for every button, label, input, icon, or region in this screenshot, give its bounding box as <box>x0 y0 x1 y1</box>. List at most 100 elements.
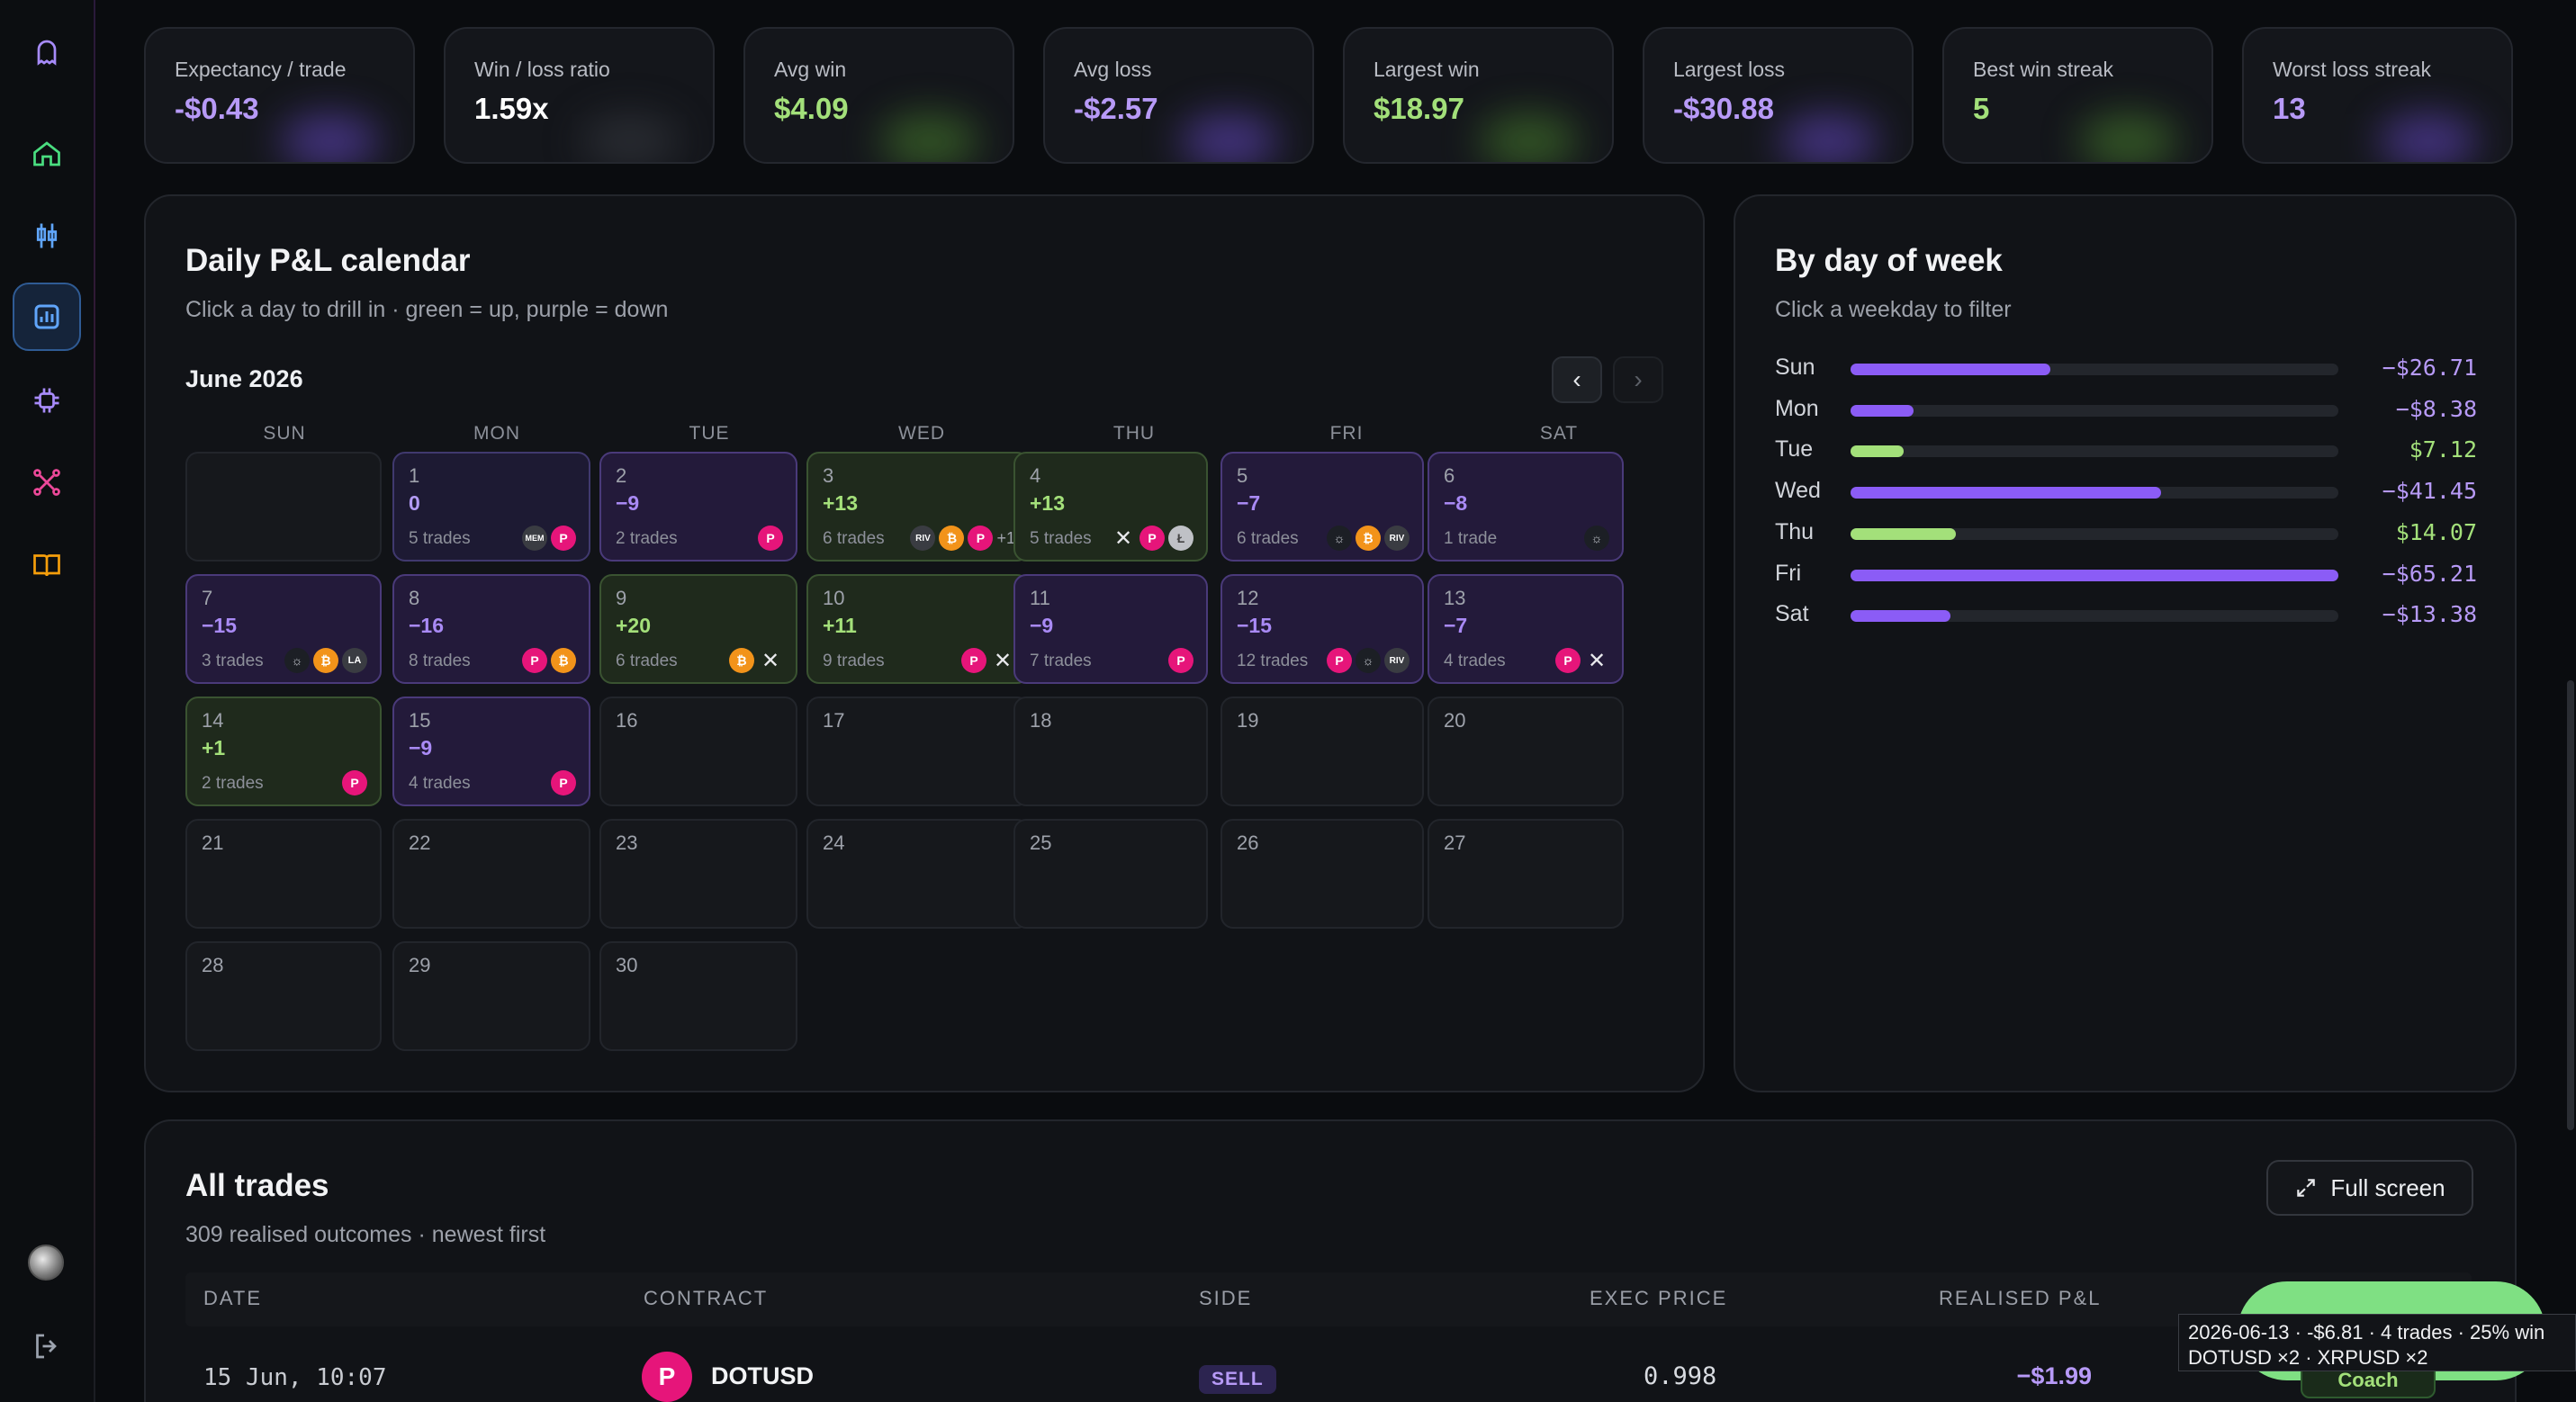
home-icon[interactable] <box>13 120 81 188</box>
calendar-day-19[interactable]: 19 <box>1220 697 1424 806</box>
col-contract[interactable]: CONTRACT <box>644 1287 769 1309</box>
day-number: 1 <box>409 464 420 487</box>
network-icon[interactable] <box>13 448 81 517</box>
day-coins: P ₿ <box>522 648 576 673</box>
calendar-day-28[interactable]: 28 <box>185 941 382 1051</box>
day-pl: −9 <box>409 736 433 759</box>
dot-coin-icon: P <box>642 1352 692 1402</box>
day-coins: P <box>551 770 576 795</box>
calendar-day-18[interactable]: 18 <box>1013 697 1208 806</box>
stat-label: Expectancy / trade <box>175 58 347 81</box>
stat-glow <box>581 114 680 162</box>
calendar-day-27[interactable]: 27 <box>1428 819 1624 929</box>
day-number: 8 <box>409 587 420 609</box>
prev-month-button[interactable]: ‹ <box>1552 356 1602 403</box>
day-number: 30 <box>616 954 638 976</box>
day-pl: −8 <box>1444 491 1468 515</box>
calendar-day-6[interactable]: 6 −8 1 trade ☼ <box>1428 452 1624 562</box>
stat-value: $18.97 <box>1374 92 1464 125</box>
stat-card: Avg loss -$2.57 <box>1043 27 1314 164</box>
dow-name: Sat <box>1775 601 1809 627</box>
day-coins: ✕ P Ł <box>1111 526 1193 551</box>
dow-row-mon[interactable]: Mon −$8.38 <box>1775 396 2477 423</box>
calendar-day-30[interactable]: 30 <box>599 941 797 1051</box>
dow-bar <box>1851 445 1905 458</box>
calendar-day-7[interactable]: 7 −15 3 trades ☼ ₿ LA <box>185 574 382 684</box>
col-date[interactable]: DATE <box>203 1287 263 1309</box>
day-of-week-title: By day of week <box>1775 243 2003 278</box>
dot-coin-icon: P <box>758 526 783 551</box>
analytics-icon[interactable] <box>13 283 81 351</box>
logo-ghost-icon[interactable] <box>13 18 81 86</box>
calendar-day-16[interactable]: 16 <box>599 697 797 806</box>
dow-row-wed[interactable]: Wed −$41.45 <box>1775 478 2477 505</box>
calendar-day-9[interactable]: 9 +20 6 trades ₿ ✕ <box>599 574 797 684</box>
stat-value: 13 <box>2273 92 2306 125</box>
calendar-day-17[interactable]: 17 <box>806 697 1030 806</box>
dow-bar <box>1851 569 2338 581</box>
calendar-day-1[interactable]: 1 0 5 trades MEM P <box>392 452 590 562</box>
riv-coin-icon: RIV <box>1384 648 1410 673</box>
dow-row-sun[interactable]: Sun −$26.71 <box>1775 355 2477 382</box>
calendar-day-24[interactable]: 24 <box>806 819 1030 929</box>
calendar-day-10[interactable]: 10 +11 9 trades P ✕ <box>806 574 1030 684</box>
day-number: 18 <box>1030 709 1052 732</box>
day-number: 21 <box>202 831 224 854</box>
calendar-day-12[interactable]: 12 −15 12 trades P ☼ RIV <box>1220 574 1424 684</box>
book-icon[interactable] <box>13 531 81 599</box>
weekday-label: SAT <box>1539 423 1579 444</box>
mem-coin-icon: MEM <box>522 526 547 551</box>
stat-value: 1.59x <box>474 92 549 125</box>
logout-icon[interactable] <box>13 1312 81 1380</box>
calendar-day-5[interactable]: 5 −7 6 trades ☼ ₿ RIV <box>1220 452 1424 562</box>
day-trade-count: 5 trades <box>409 529 471 548</box>
stat-label: Worst loss streak <box>2273 58 2431 81</box>
cpu-icon[interactable] <box>13 366 81 435</box>
day-coins: P <box>342 770 367 795</box>
calendar-day-15[interactable]: 15 −9 4 trades P <box>392 697 590 806</box>
calendar-day-4[interactable]: 4 +13 5 trades ✕ P Ł <box>1013 452 1208 562</box>
calendar-day-26[interactable]: 26 <box>1220 819 1424 929</box>
dot-coin-icon: P <box>968 526 994 551</box>
full-screen-button[interactable]: Full screen <box>2266 1160 2473 1216</box>
col-side[interactable]: SIDE <box>1199 1287 1253 1309</box>
dow-row-thu[interactable]: Thu $14.07 <box>1775 519 2477 546</box>
calendar-day-22[interactable]: 22 <box>392 819 590 929</box>
calendar-day-14[interactable]: 14 +1 2 trades P <box>185 697 382 806</box>
stat-label: Win / loss ratio <box>474 58 610 81</box>
dow-amount: −$65.21 <box>2382 560 2477 587</box>
dow-row-sat[interactable]: Sat −$13.38 <box>1775 601 2477 628</box>
calendar-day-11[interactable]: 11 −9 7 trades P <box>1013 574 1208 684</box>
col-realised-pl[interactable]: REALISED P&L <box>1939 1287 2102 1309</box>
day-trade-count: 12 trades <box>1237 652 1309 670</box>
stat-value: 5 <box>1973 92 1990 125</box>
day-coins: P <box>758 526 783 551</box>
day-number: 11 <box>1030 587 1050 609</box>
col-exec-price[interactable]: EXEC PRICE <box>1590 1287 1728 1309</box>
day-trade-count: 4 trades <box>409 774 471 793</box>
calendar-day-23[interactable]: 23 <box>599 819 797 929</box>
next-month-button[interactable]: › <box>1613 356 1663 403</box>
stat-label: Avg loss <box>1074 58 1152 81</box>
dow-row-fri[interactable]: Fri −$65.21 <box>1775 561 2477 588</box>
stat-glow <box>1180 114 1279 162</box>
calendar-day-25[interactable]: 25 <box>1013 819 1208 929</box>
calendar-day-2[interactable]: 2 −9 2 trades P <box>599 452 797 562</box>
scrollbar[interactable] <box>2567 680 2574 1130</box>
calendar-day-21[interactable]: 21 <box>185 819 382 929</box>
dow-row-tue[interactable]: Tue $7.12 <box>1775 436 2477 463</box>
trade-pl: −$1.99 <box>2016 1362 2092 1389</box>
calendar-day-20[interactable]: 20 <box>1428 697 1624 806</box>
calendar-day-3[interactable]: 3 +13 6 trades RIV ₿ P +1 <box>806 452 1030 562</box>
candlestick-icon[interactable] <box>13 202 81 270</box>
day-number: 7 <box>202 587 213 609</box>
day-coins: P ✕ <box>1555 648 1609 673</box>
day-coins: P <box>1168 648 1193 673</box>
calendar-day-29[interactable]: 29 <box>392 941 590 1051</box>
avatar[interactable] <box>28 1245 64 1281</box>
dow-bar-track <box>1851 487 2338 499</box>
calendar-day-8[interactable]: 8 −16 8 trades P ₿ <box>392 574 590 684</box>
day-trade-count: 1 trade <box>1444 529 1498 548</box>
calendar-title: Daily P&L calendar <box>185 243 471 278</box>
calendar-day-13[interactable]: 13 −7 4 trades P ✕ <box>1428 574 1624 684</box>
